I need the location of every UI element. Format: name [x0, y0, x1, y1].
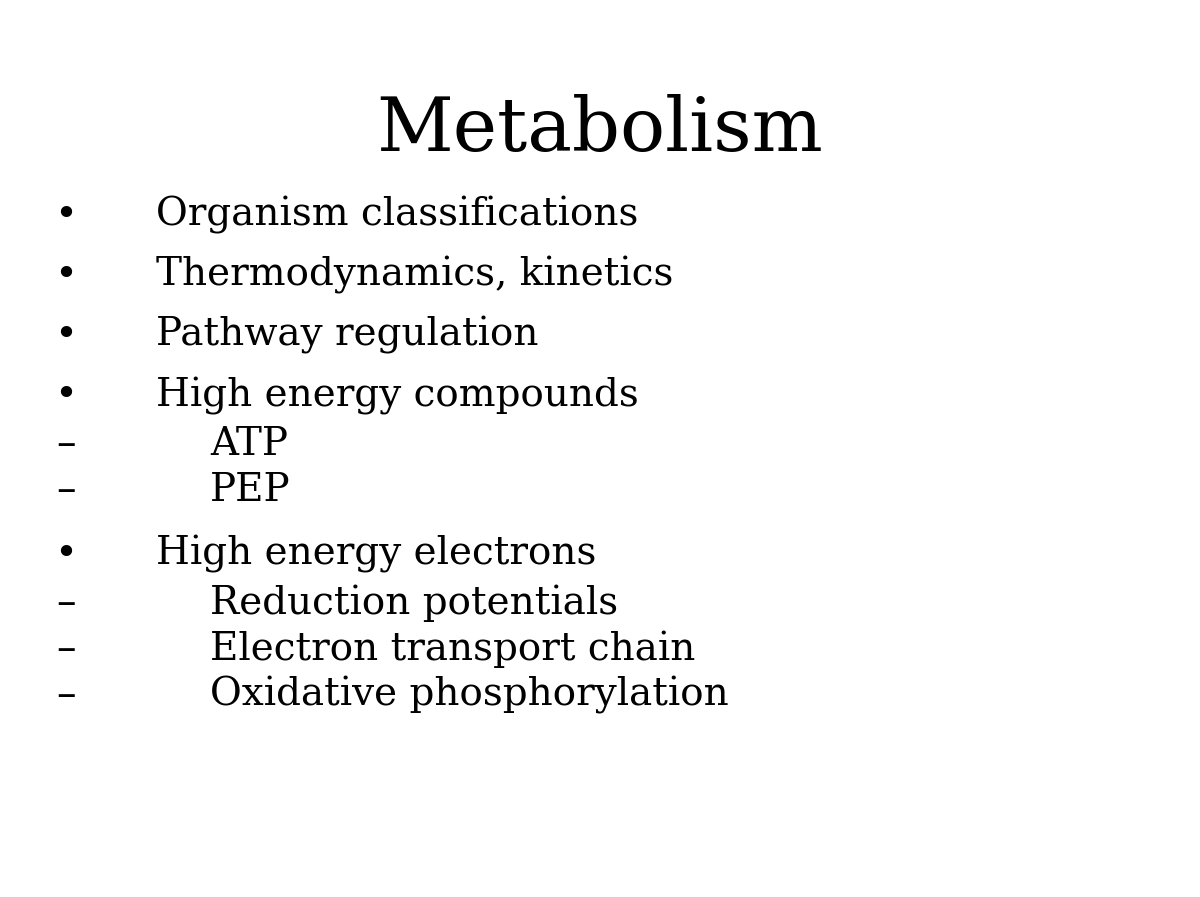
Text: –: – [56, 585, 76, 623]
Text: •: • [54, 317, 78, 354]
Text: –: – [56, 426, 76, 464]
Text: •: • [54, 536, 78, 573]
Text: –: – [56, 631, 76, 668]
Text: Pathway regulation: Pathway regulation [156, 317, 539, 354]
Text: Electron transport chain: Electron transport chain [210, 631, 695, 668]
Text: Metabolism: Metabolism [377, 94, 823, 167]
Text: PEP: PEP [210, 472, 290, 509]
Text: •: • [54, 257, 78, 294]
Text: High energy electrons: High energy electrons [156, 536, 596, 573]
Text: ATP: ATP [210, 426, 288, 464]
Text: •: • [54, 377, 78, 414]
Text: Thermodynamics, kinetics: Thermodynamics, kinetics [156, 257, 673, 294]
Text: –: – [56, 472, 76, 509]
Text: High energy compounds: High energy compounds [156, 377, 638, 414]
Text: Oxidative phosphorylation: Oxidative phosphorylation [210, 676, 728, 714]
Text: •: • [54, 196, 78, 234]
Text: Organism classifications: Organism classifications [156, 196, 638, 234]
Text: Reduction potentials: Reduction potentials [210, 585, 618, 623]
Text: –: – [56, 676, 76, 714]
